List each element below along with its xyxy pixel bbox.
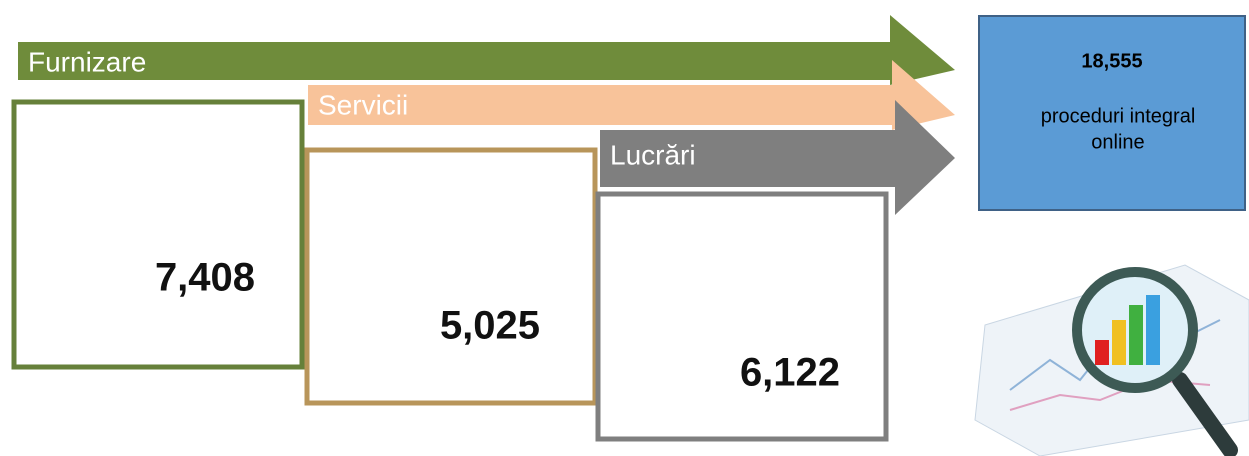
servicii-value: 5,025 — [440, 304, 540, 348]
total-value: 18,555 — [1081, 50, 1142, 72]
magnifier-illustration — [975, 265, 1249, 456]
furnizare-value: 7,408 — [155, 256, 255, 300]
total-caption-line1: proceduri integral — [1041, 105, 1196, 127]
lucrari-label: Lucrări — [610, 139, 696, 170]
lucrari-box — [598, 194, 886, 439]
lucrari-group: Lucrări 6,122 — [598, 100, 955, 439]
infographic: Furnizare 7,408 Servicii 5,025 Lucrări 6… — [0, 0, 1249, 456]
lucrari-value: 6,122 — [740, 351, 840, 395]
furnizare-label: Furnizare — [28, 46, 146, 77]
furnizare-box — [14, 102, 302, 367]
total-caption-line2: online — [1091, 131, 1144, 153]
servicii-label: Servicii — [318, 89, 408, 120]
furnizare-arrow — [18, 15, 955, 85]
servicii-box — [307, 150, 595, 403]
total-group: 18,555 proceduri integral online — [979, 16, 1245, 210]
